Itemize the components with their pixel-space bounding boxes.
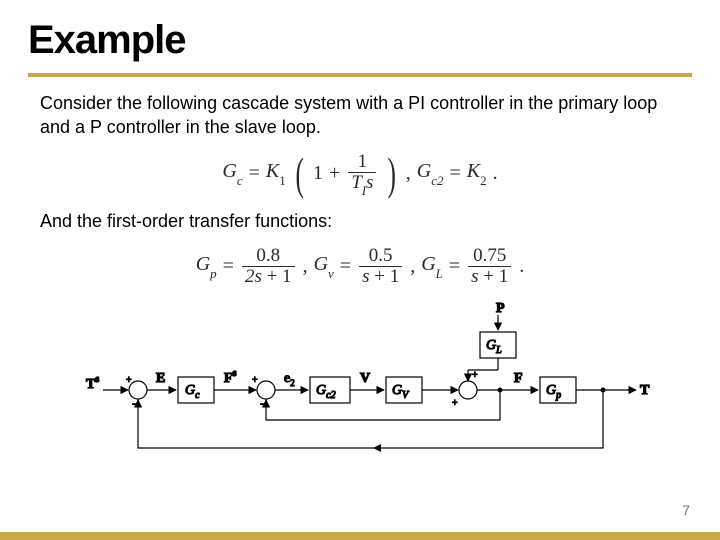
- fraction-1-Tis: 1 TIs: [348, 152, 376, 196]
- fraction-Gp: 0.8 2s + 1: [242, 246, 295, 287]
- arrow-feedback-dir-icon: [373, 444, 381, 452]
- sym-GL: G: [421, 253, 435, 275]
- sym-Gc2: G: [417, 160, 431, 182]
- sym-K2: K: [467, 160, 480, 182]
- label-e2: e2: [284, 371, 295, 388]
- block-diagram: Ts + − E Gc Fs + −: [28, 300, 692, 465]
- sym-Gp: G: [196, 253, 210, 275]
- sym-K1: K: [266, 160, 279, 182]
- paragraph-1: Consider the following cascade system wi…: [40, 91, 684, 140]
- slide-container: Example Consider the following cascade s…: [0, 0, 720, 540]
- svg-text:+: +: [452, 398, 458, 409]
- lparen-icon: (: [295, 153, 303, 194]
- label-E: E: [156, 371, 165, 386]
- block-diagram-svg: Ts + − E Gc Fs + −: [28, 300, 688, 465]
- label-T: T: [640, 383, 650, 398]
- label-F: F: [514, 371, 523, 386]
- svg-text:+: +: [252, 375, 258, 386]
- rparen-icon: ): [388, 153, 396, 194]
- label-V: V: [360, 371, 370, 386]
- title-underline: [28, 73, 692, 77]
- label-Ts: Ts: [86, 374, 99, 392]
- slide-title: Example: [28, 18, 692, 63]
- page-number: 7: [682, 502, 690, 518]
- bottom-accent-bar: [0, 532, 720, 540]
- label-P: P: [496, 301, 505, 316]
- equation-1: Gc = K1 ( 1 + 1 TIs ) , Gc2 = K2 .: [28, 152, 692, 196]
- label-Fs: Fs: [224, 368, 237, 386]
- fraction-Gv: 0.5 s + 1: [359, 246, 402, 287]
- sym-Gv: G: [314, 253, 328, 275]
- svg-text:+: +: [472, 370, 478, 381]
- fraction-GL: 0.75 s + 1: [468, 246, 511, 287]
- sym-Gc: G: [222, 160, 236, 182]
- sum-junction-3: [459, 381, 477, 399]
- equation-2: Gp = 0.8 2s + 1 , Gv = 0.5 s + 1 , GL = …: [28, 246, 692, 287]
- paragraph-2: And the first-order transfer functions:: [40, 209, 684, 233]
- svg-text:+: +: [126, 375, 132, 386]
